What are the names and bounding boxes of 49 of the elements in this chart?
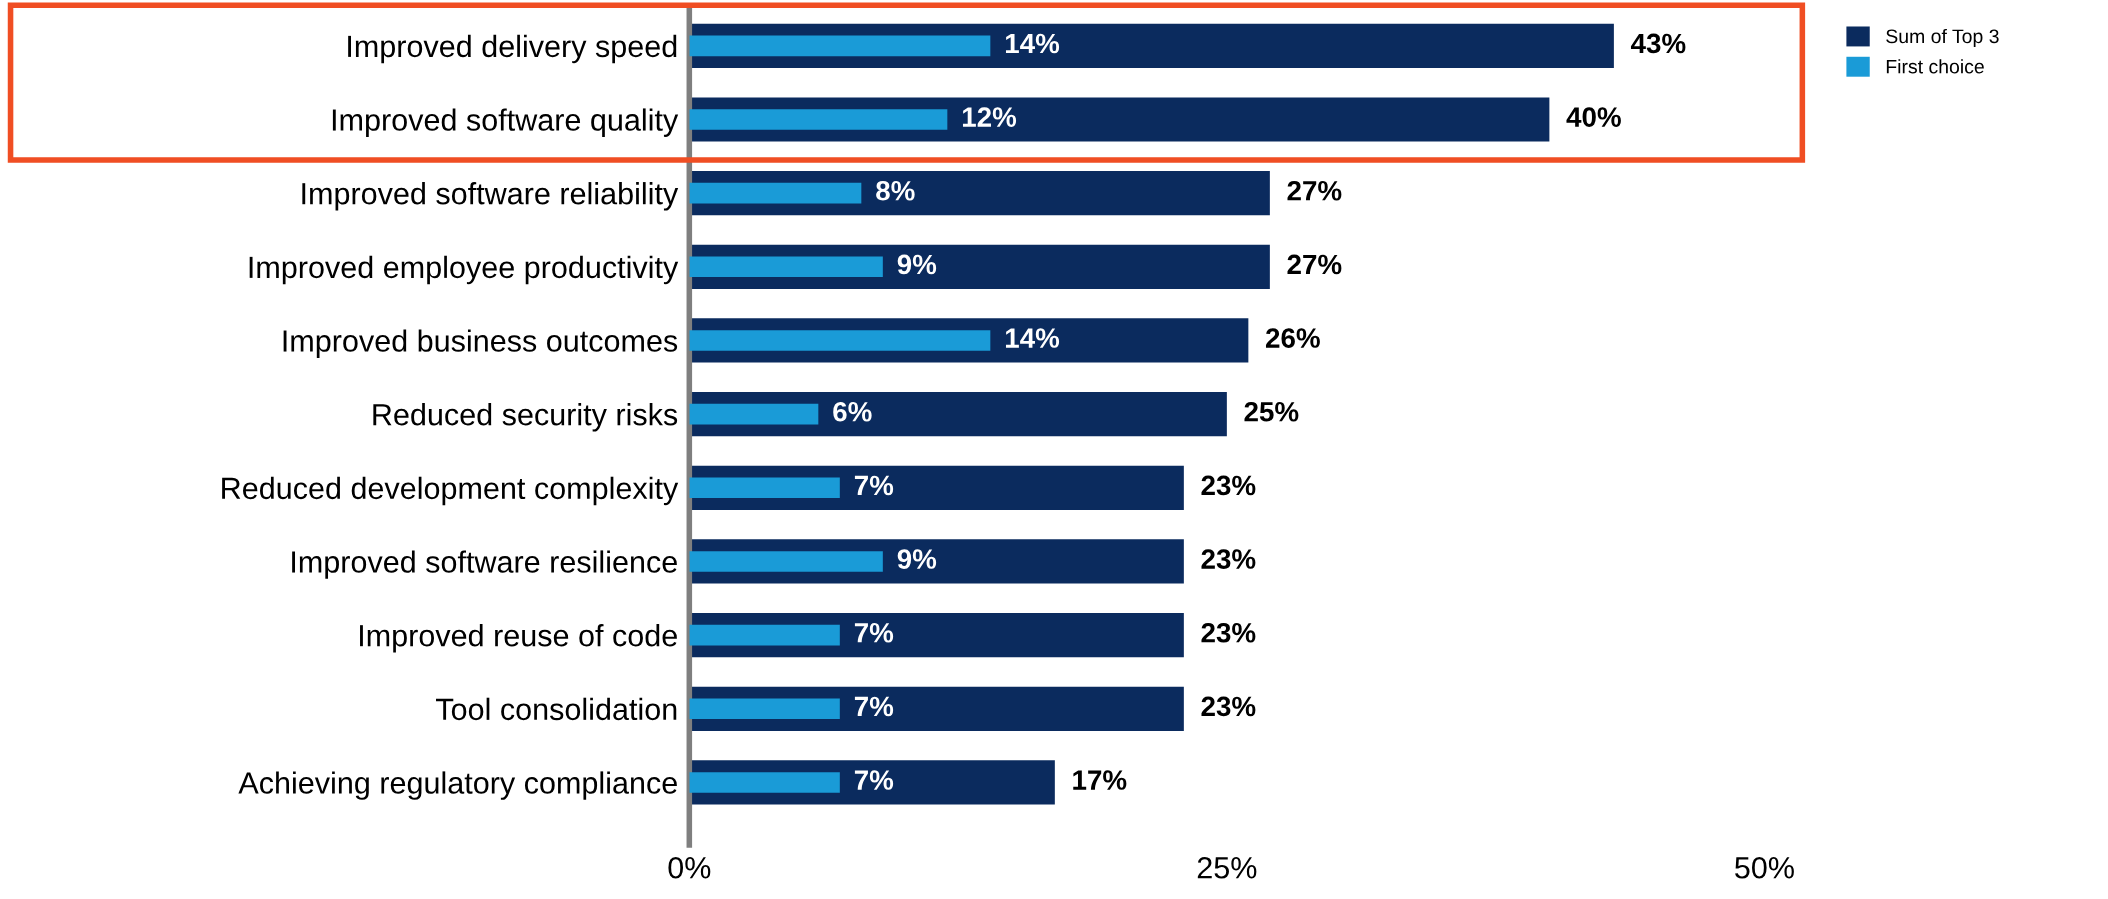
y-tick-label: Improved delivery speed	[348, 34, 677, 64]
data-label: 23%	[1201, 475, 1256, 496]
legend-label: First choice	[1886, 59, 1984, 74]
bar	[689, 330, 991, 351]
data-label: 7%	[854, 622, 894, 643]
y-tick-label: Reduced security risks	[373, 403, 678, 432]
x-tick-label: 0%	[668, 856, 711, 879]
data-label: 25%	[1244, 401, 1299, 422]
data-label: 7%	[854, 475, 894, 496]
bar	[689, 698, 840, 720]
data-label: 8%	[876, 180, 915, 201]
bar	[689, 35, 991, 57]
data-label: 40%	[1566, 107, 1621, 127]
x-tick-label: 50%	[1735, 856, 1794, 879]
legend-label: Sum of Top 3	[1886, 28, 1999, 48]
x-tick-label: 25%	[1197, 856, 1257, 879]
data-label: 14%	[1005, 328, 1060, 348]
y-tick-label: Improved software quality	[332, 108, 679, 137]
y-tick-label: Improved reuse of code	[360, 624, 677, 653]
data-label: 12%	[962, 107, 1017, 127]
y-tick-label: Improved software resilience	[292, 550, 677, 579]
y-tick-label: Improved software reliability	[302, 182, 679, 211]
data-label: 7%	[854, 770, 894, 790]
data-label: 17%	[1073, 770, 1127, 790]
data-label: 23%	[1201, 696, 1256, 717]
bar	[689, 477, 840, 499]
data-label: 23%	[1201, 622, 1256, 643]
data-label: 9%	[897, 254, 937, 275]
y-tick-label: Achieving regulatory compliance	[238, 771, 677, 800]
data-label: 23%	[1201, 549, 1256, 569]
data-label: 27%	[1287, 180, 1342, 201]
bar	[689, 182, 862, 204]
bar	[689, 772, 840, 793]
data-label: 6%	[833, 401, 872, 422]
data-label: 26%	[1265, 328, 1320, 348]
data-label: 43%	[1630, 33, 1686, 54]
y-tick-label: Improved employee productivity	[249, 255, 679, 285]
data-label: 9%	[897, 549, 937, 569]
bar	[689, 403, 819, 425]
y-tick-label: Improved business outcomes	[283, 329, 678, 358]
y-tick-label: Reduced development complexity	[222, 476, 679, 506]
data-label: 14%	[1005, 33, 1060, 54]
bar	[689, 551, 883, 572]
bar	[689, 624, 840, 646]
data-label: 7%	[854, 696, 894, 717]
data-label: 27%	[1287, 254, 1342, 275]
bar	[689, 256, 883, 278]
bar	[689, 109, 948, 130]
y-tick-label: Tool consolidation	[436, 697, 677, 721]
